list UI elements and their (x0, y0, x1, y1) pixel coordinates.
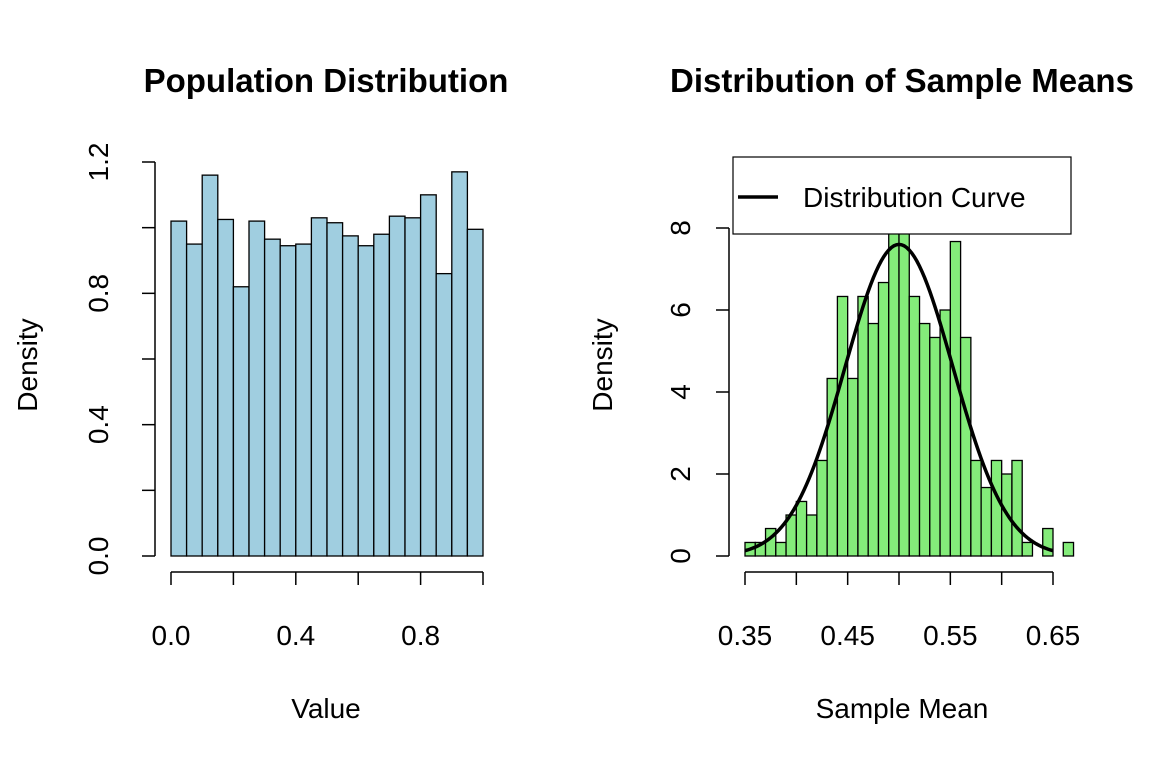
population-y-tick-label: 0.4 (83, 405, 114, 444)
sample-means-x-axis: 0.35 0.45 0.55 0.65 (718, 571, 1081, 651)
sample-means-bar (949, 240, 962, 557)
sample-means-bar (970, 459, 982, 557)
sample-means-bar (929, 336, 941, 557)
population-bar (279, 245, 297, 557)
population-bar (232, 286, 250, 557)
population-title: Population Distribution (144, 62, 509, 99)
population-histogram-panel: Population Distribution Value Density 0.… (12, 62, 508, 724)
population-x-tick-label: 0.0 (152, 620, 191, 651)
sample-means-y-axis: 0 2 4 6 8 (665, 220, 730, 564)
population-ylabel: Density (12, 318, 43, 411)
sample-means-bar (847, 377, 859, 557)
sample-means-bar (908, 295, 921, 557)
population-bar (466, 228, 484, 557)
population-bars (170, 171, 484, 557)
population-y-tick-label: 1.2 (83, 143, 114, 182)
population-bar (373, 233, 391, 557)
sample-means-bar (795, 500, 808, 557)
population-bar (185, 243, 203, 557)
population-bar (217, 218, 235, 557)
sample-means-y-tick-label: 6 (665, 302, 696, 318)
sample-means-bar (959, 336, 972, 557)
population-bar (435, 272, 453, 557)
sample-means-bar (980, 486, 993, 557)
population-bar (248, 220, 266, 557)
population-y-axis: 0.0 0.4 0.8 1.2 (83, 143, 156, 576)
sample-means-x-tick-label: 0.55 (923, 620, 978, 651)
population-bar (357, 245, 375, 557)
sample-means-y-tick-label: 0 (665, 548, 696, 564)
population-bar (326, 222, 344, 557)
sample-means-bar (990, 459, 1003, 557)
sample-means-bar (898, 232, 910, 557)
sample-means-x-tick-label: 0.65 (1026, 620, 1081, 651)
population-xlabel: Value (291, 693, 361, 724)
legend-box (732, 156, 1072, 235)
population-bar (451, 171, 469, 557)
population-y-tick-label: 0.8 (83, 274, 114, 313)
sample-means-x-tick-label: 0.45 (820, 620, 875, 651)
sample-means-bar (918, 322, 931, 557)
legend-entry-label: Distribution Curve (803, 182, 1026, 213)
population-bar (419, 194, 437, 557)
sample-means-bar (888, 232, 900, 557)
sample-means-ylabel: Density (587, 318, 618, 411)
sample-means-y-tick-label: 4 (665, 384, 696, 400)
population-bar (170, 220, 188, 557)
sample-means-xlabel: Sample Mean (816, 693, 989, 724)
population-x-tick-label: 0.8 (401, 620, 440, 651)
sample-means-bar (836, 295, 849, 557)
sample-means-bar (1011, 459, 1023, 557)
sample-means-bar (1042, 527, 1054, 557)
population-bar (404, 217, 422, 557)
population-bar (295, 243, 313, 557)
population-x-tick-label: 0.4 (276, 620, 315, 651)
population-y-tick-label: 0.0 (83, 537, 114, 576)
sample-means-x-tick-label: 0.35 (718, 620, 773, 651)
population-bar (263, 238, 281, 557)
population-bar (341, 235, 359, 557)
population-bar (310, 217, 328, 557)
sample-means-bar (805, 514, 818, 557)
population-bar (201, 174, 219, 557)
sample-means-bar (877, 281, 890, 557)
sample-means-bar (1021, 541, 1034, 557)
population-x-axis: 0.0 0.4 0.8 (152, 571, 484, 651)
sample-means-y-tick-label: 2 (665, 466, 696, 482)
sample-means-histogram-panel: Distribution of Sample Means Sample Mean… (587, 62, 1134, 724)
sample-means-bar (857, 295, 869, 557)
sample-means-title: Distribution of Sample Means (670, 62, 1134, 99)
sample-means-bar (775, 541, 787, 557)
distribution-curve (744, 242, 1054, 553)
population-bar (388, 215, 406, 557)
sample-means-y-tick-label: 8 (665, 220, 696, 236)
legend: Distribution Curve (732, 156, 1072, 235)
sample-means-bar (867, 322, 880, 557)
sample-means-bar (1062, 541, 1075, 557)
sample-means-bar (816, 459, 828, 557)
